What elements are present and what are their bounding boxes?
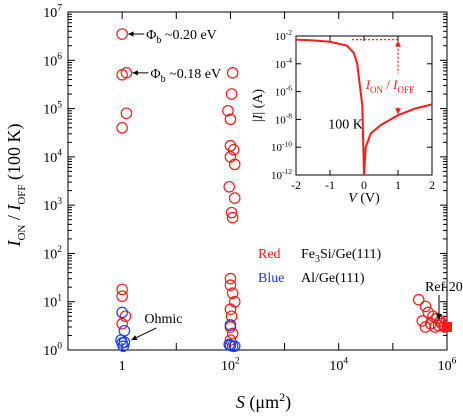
inset-y-tick-label: 10-4 [275, 56, 292, 71]
inset-ratio-arrowhead-top [395, 40, 401, 47]
red-data-point [120, 67, 133, 79]
legend-color-word: Red [258, 247, 281, 262]
inset-ratio-label: ION / IOFF [365, 77, 414, 95]
red-data-point [225, 88, 238, 100]
red-data-point [225, 206, 238, 219]
inset-x-tick-label: -2 [291, 178, 301, 192]
x-tick-label: 102 [221, 357, 240, 374]
red-data-point [228, 192, 241, 204]
inset-y-axis-label: |I| (A) [251, 89, 266, 123]
blue-data-point [116, 306, 128, 319]
legend-series-name: Al/Ge(111) [301, 271, 365, 286]
y-tick-label: 102 [43, 245, 62, 262]
inset-frame [295, 35, 433, 176]
red-data-point [116, 317, 128, 330]
inset-x-axis-label: V (V) [348, 191, 380, 206]
reference-arrowhead [436, 313, 442, 320]
red-data-point [222, 104, 234, 117]
inset-y-tick-label: 10-12 [271, 167, 292, 182]
inset-y-tick-label: 10-8 [275, 111, 292, 126]
y-tick-label: 100 [43, 342, 62, 359]
red-data-point [224, 113, 237, 126]
red-data-point [116, 283, 128, 296]
red-data-point [412, 293, 425, 306]
x-tick-label: 106 [438, 357, 457, 374]
red-data-point [228, 158, 241, 171]
phi-arrow-1-head [128, 31, 134, 37]
red-data-point [224, 139, 237, 152]
inset-x-tick-label: -1 [325, 178, 335, 192]
y-axis-label: ION / IOFF (100 K) [4, 123, 28, 247]
red-data-point [116, 28, 128, 40]
red-data-point [224, 303, 237, 315]
red-data-point [116, 121, 128, 134]
blue-data-point [223, 338, 236, 351]
phi-label-1: Φb ~0.20 eV [146, 28, 217, 46]
inset-x-tick-label: 1 [395, 178, 401, 192]
inset-ratio-arrowhead-bottom [395, 108, 401, 115]
inset-y-tick-label: 10-10 [271, 139, 292, 154]
red-data-point [227, 144, 240, 156]
legend-series-name: Fe3Si/Ge(111) [301, 247, 382, 265]
phi-label-2: Φb ~0.18 eV [150, 67, 221, 85]
red-data-point [226, 211, 239, 224]
red-data-point [224, 334, 237, 346]
red-data-point [119, 310, 132, 323]
blue-data-point [228, 340, 241, 352]
phi-arrow-2-head [132, 70, 138, 76]
y-tick-label: 101 [43, 293, 62, 310]
inset-temperature-label: 100 K [328, 117, 363, 132]
plot-frame [67, 11, 448, 351]
red-data-point [224, 272, 237, 285]
red-data-point [224, 279, 237, 291]
red-data-point [116, 290, 128, 303]
x-tick-label: 1 [119, 359, 126, 374]
y-tick-label: 105 [43, 100, 62, 117]
y-tick-label: 103 [43, 197, 62, 214]
x-tick-label: 104 [329, 357, 348, 374]
inset-x-tick-label: 0 [361, 178, 367, 192]
blue-data-point [117, 340, 130, 352]
y-tick-label: 107 [43, 4, 62, 21]
legend-color-word: Blue [258, 271, 284, 286]
y-tick-label: 104 [43, 149, 62, 166]
red-data-point [226, 327, 239, 340]
inset-y-tick-label: 10-2 [275, 28, 292, 43]
red-data-point [120, 107, 133, 120]
red-data-point [226, 287, 239, 300]
inset-y-tick-label: 10-6 [275, 84, 292, 99]
ohmic-label: Ohmic [144, 312, 182, 327]
reference-marker [442, 321, 452, 332]
blue-data-point [224, 319, 237, 331]
red-data-point [226, 67, 239, 79]
inset-iv-curve [295, 38, 433, 176]
ohmic-arrow-head [131, 335, 138, 340]
red-data-point [223, 180, 236, 193]
red-data-point [419, 300, 432, 313]
red-data-point [416, 315, 429, 327]
x-axis-label: S (μm2) [236, 390, 291, 413]
y-tick-label: 106 [43, 52, 62, 69]
reference-label: Ref.20 [425, 280, 463, 295]
inset-x-tick-label: 2 [429, 178, 435, 192]
